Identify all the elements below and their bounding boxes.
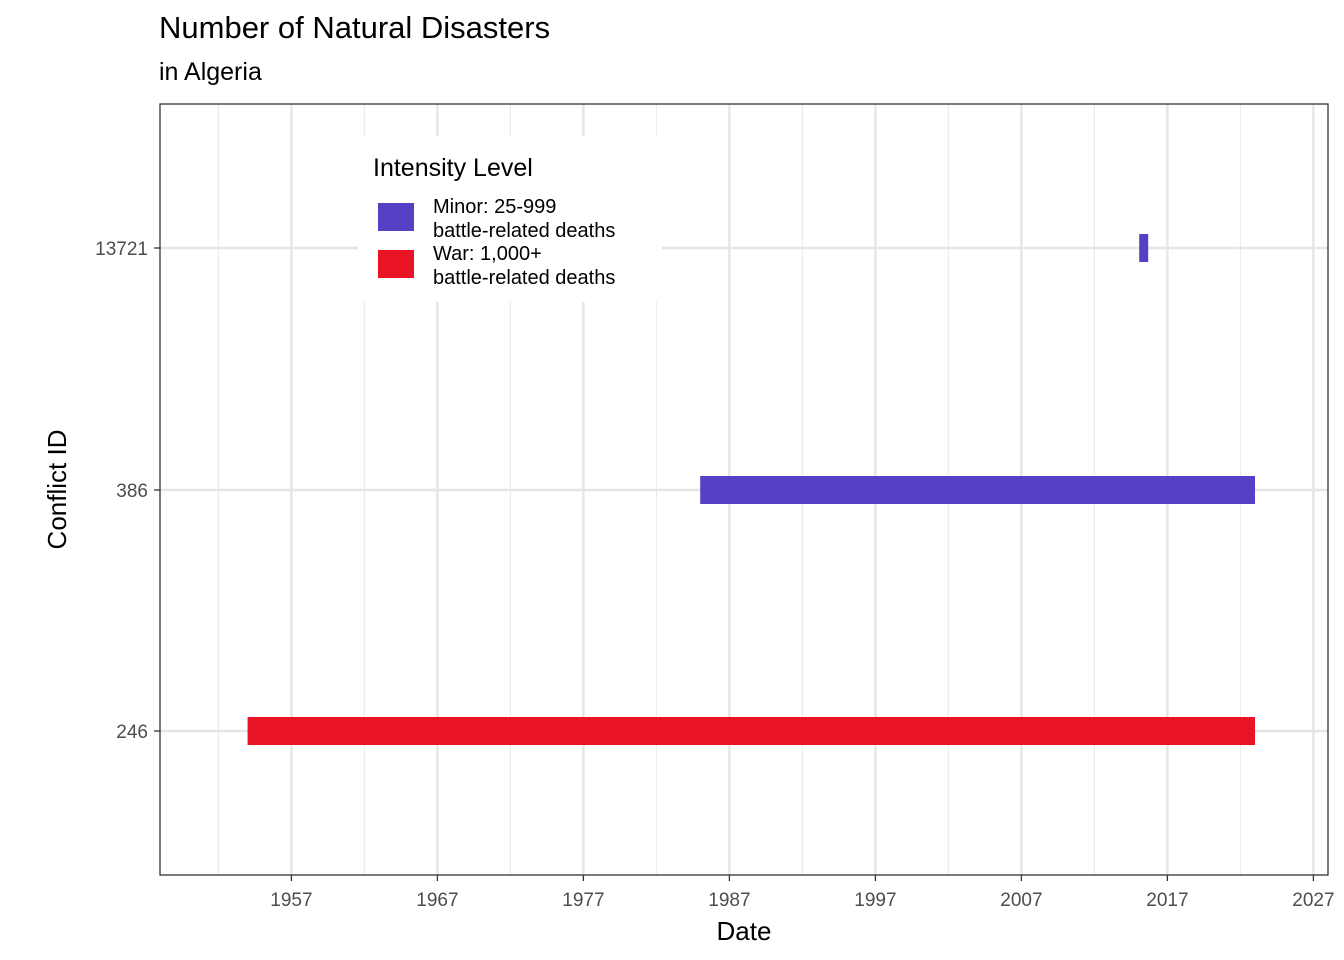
y-tick-label: 13721: [95, 239, 148, 260]
x-tick-label: 2017: [1146, 890, 1188, 911]
conflict-bar-386: [700, 476, 1255, 504]
y-tick-label: 246: [116, 722, 148, 743]
legend-label-line1: Minor: 25-999: [433, 196, 556, 218]
legend-label-line2: battle-related deaths: [433, 267, 615, 289]
y-tick-label: 386: [116, 481, 148, 502]
legend-label-line1: War: 1,000+: [433, 243, 542, 265]
conflict-bar-246: [247, 717, 1256, 745]
x-tick-label: 1987: [708, 890, 750, 911]
x-axis-label: Date: [717, 916, 772, 946]
x-tick-label: 2007: [1000, 890, 1042, 911]
legend-title: Intensity Level: [373, 154, 533, 182]
conflict-bar-13721: [1139, 234, 1149, 262]
legend-label-line2: battle-related deaths: [433, 220, 615, 242]
chart-title: Number of Natural Disasters: [159, 10, 551, 45]
y-axis-label: Conflict ID: [42, 430, 72, 550]
x-tick-label: 1957: [270, 890, 312, 911]
x-tick-label: 2027: [1292, 890, 1334, 911]
x-tick-label: 1997: [854, 890, 896, 911]
chart-subtitle: in Algeria: [159, 58, 262, 86]
legend-swatch: [378, 250, 414, 278]
legend-swatch: [378, 203, 414, 231]
x-tick-label: 1967: [416, 890, 458, 911]
x-tick-label: 1977: [562, 890, 604, 911]
